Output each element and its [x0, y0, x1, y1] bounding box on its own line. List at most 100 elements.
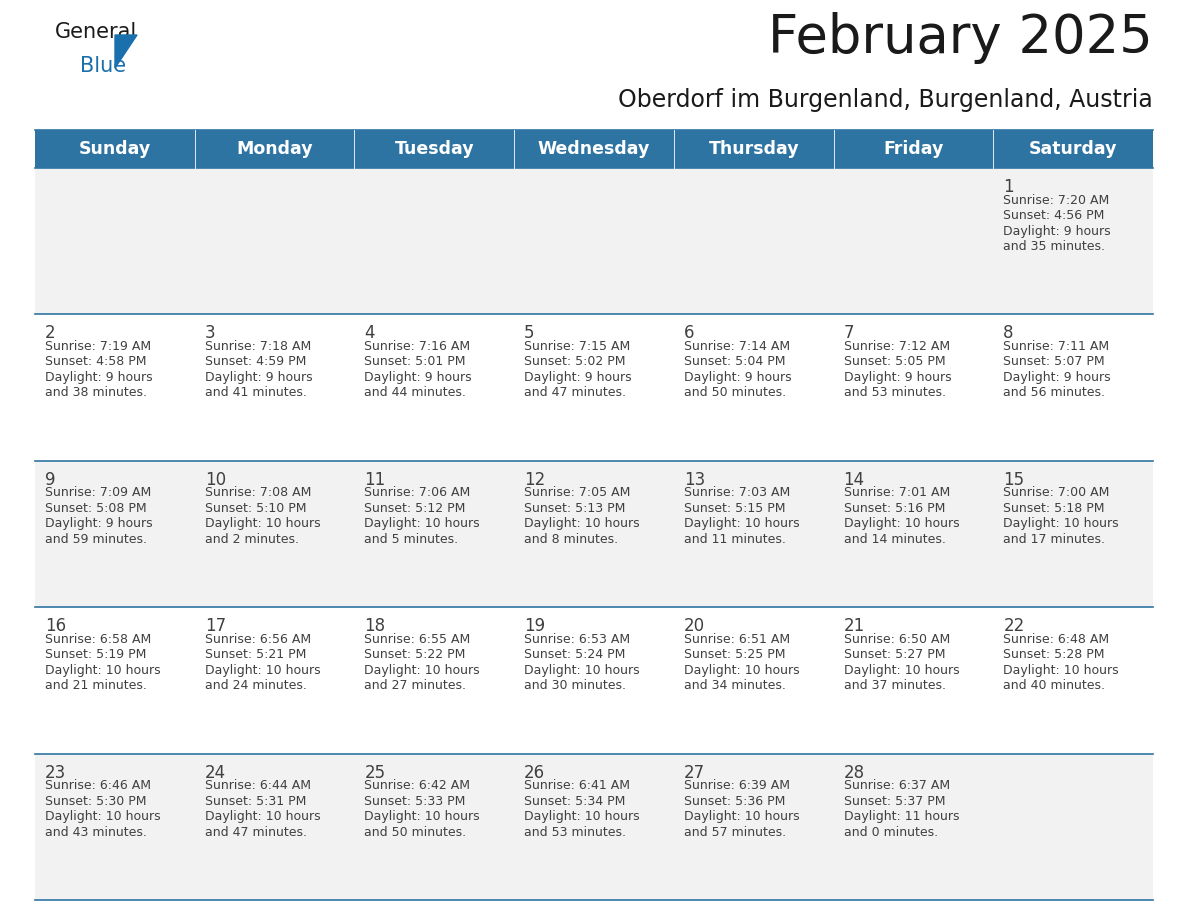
- Text: Sunset: 5:08 PM: Sunset: 5:08 PM: [45, 502, 146, 515]
- Text: and 0 minutes.: and 0 minutes.: [843, 825, 937, 839]
- Text: and 11 minutes.: and 11 minutes.: [684, 532, 785, 546]
- Text: Daylight: 11 hours: Daylight: 11 hours: [843, 810, 959, 823]
- Text: 25: 25: [365, 764, 386, 781]
- Text: 20: 20: [684, 617, 704, 635]
- Text: Sunrise: 6:55 AM: Sunrise: 6:55 AM: [365, 633, 470, 645]
- Text: Sunday: Sunday: [78, 140, 151, 158]
- Text: Daylight: 10 hours: Daylight: 10 hours: [843, 664, 959, 677]
- Text: Daylight: 10 hours: Daylight: 10 hours: [524, 810, 640, 823]
- Text: and 17 minutes.: and 17 minutes.: [1004, 532, 1105, 546]
- Text: 17: 17: [204, 617, 226, 635]
- Text: and 5 minutes.: and 5 minutes.: [365, 532, 459, 546]
- Text: Sunset: 5:15 PM: Sunset: 5:15 PM: [684, 502, 785, 515]
- Bar: [34, 314, 1154, 461]
- Text: Tuesday: Tuesday: [394, 140, 474, 158]
- Bar: [34, 461, 1154, 607]
- Text: 13: 13: [684, 471, 706, 488]
- Text: Sunrise: 6:46 AM: Sunrise: 6:46 AM: [45, 779, 151, 792]
- Text: Sunset: 5:07 PM: Sunset: 5:07 PM: [1004, 355, 1105, 368]
- Text: and 44 minutes.: and 44 minutes.: [365, 386, 467, 399]
- Text: and 40 minutes.: and 40 minutes.: [1004, 679, 1105, 692]
- Text: Sunrise: 7:01 AM: Sunrise: 7:01 AM: [843, 487, 950, 499]
- Text: and 59 minutes.: and 59 minutes.: [45, 532, 147, 546]
- Text: and 8 minutes.: and 8 minutes.: [524, 532, 618, 546]
- Text: Saturday: Saturday: [1029, 140, 1118, 158]
- Text: Daylight: 9 hours: Daylight: 9 hours: [843, 371, 952, 384]
- Text: 11: 11: [365, 471, 386, 488]
- Text: and 27 minutes.: and 27 minutes.: [365, 679, 467, 692]
- Text: Daylight: 9 hours: Daylight: 9 hours: [45, 518, 152, 531]
- Text: Sunrise: 7:18 AM: Sunrise: 7:18 AM: [204, 340, 311, 353]
- Text: 26: 26: [524, 764, 545, 781]
- Text: and 56 minutes.: and 56 minutes.: [1004, 386, 1105, 399]
- Text: Daylight: 10 hours: Daylight: 10 hours: [843, 518, 959, 531]
- Text: Sunrise: 7:16 AM: Sunrise: 7:16 AM: [365, 340, 470, 353]
- Text: Sunset: 5:16 PM: Sunset: 5:16 PM: [843, 502, 944, 515]
- Text: Daylight: 10 hours: Daylight: 10 hours: [1004, 518, 1119, 531]
- Text: and 34 minutes.: and 34 minutes.: [684, 679, 785, 692]
- Text: General: General: [55, 22, 138, 42]
- Text: Daylight: 10 hours: Daylight: 10 hours: [1004, 664, 1119, 677]
- Text: Daylight: 9 hours: Daylight: 9 hours: [524, 371, 632, 384]
- Text: Thursday: Thursday: [708, 140, 800, 158]
- Text: Sunrise: 6:37 AM: Sunrise: 6:37 AM: [843, 779, 949, 792]
- Text: Sunrise: 7:15 AM: Sunrise: 7:15 AM: [524, 340, 631, 353]
- Text: Sunrise: 7:14 AM: Sunrise: 7:14 AM: [684, 340, 790, 353]
- Text: Daylight: 9 hours: Daylight: 9 hours: [1004, 371, 1111, 384]
- Text: Sunrise: 6:41 AM: Sunrise: 6:41 AM: [524, 779, 630, 792]
- Bar: [34, 130, 1154, 168]
- Text: Sunrise: 7:20 AM: Sunrise: 7:20 AM: [1004, 194, 1110, 207]
- Text: Sunrise: 7:11 AM: Sunrise: 7:11 AM: [1004, 340, 1110, 353]
- Text: Sunset: 5:28 PM: Sunset: 5:28 PM: [1004, 648, 1105, 661]
- Text: and 41 minutes.: and 41 minutes.: [204, 386, 307, 399]
- Text: Daylight: 10 hours: Daylight: 10 hours: [524, 664, 640, 677]
- Text: and 47 minutes.: and 47 minutes.: [204, 825, 307, 839]
- Text: Daylight: 10 hours: Daylight: 10 hours: [365, 810, 480, 823]
- Text: Daylight: 10 hours: Daylight: 10 hours: [684, 664, 800, 677]
- Text: Sunrise: 6:39 AM: Sunrise: 6:39 AM: [684, 779, 790, 792]
- Text: Sunrise: 6:42 AM: Sunrise: 6:42 AM: [365, 779, 470, 792]
- Text: Sunset: 5:33 PM: Sunset: 5:33 PM: [365, 795, 466, 808]
- Bar: [34, 168, 1154, 314]
- Text: Sunrise: 6:50 AM: Sunrise: 6:50 AM: [843, 633, 950, 645]
- Text: Sunset: 5:24 PM: Sunset: 5:24 PM: [524, 648, 626, 661]
- Text: 21: 21: [843, 617, 865, 635]
- Text: Daylight: 10 hours: Daylight: 10 hours: [365, 664, 480, 677]
- Text: Monday: Monday: [236, 140, 312, 158]
- Text: Daylight: 9 hours: Daylight: 9 hours: [684, 371, 791, 384]
- Text: Sunrise: 7:19 AM: Sunrise: 7:19 AM: [45, 340, 151, 353]
- Text: Sunset: 5:18 PM: Sunset: 5:18 PM: [1004, 502, 1105, 515]
- Text: Friday: Friday: [883, 140, 943, 158]
- Text: 16: 16: [45, 617, 67, 635]
- Text: Sunset: 5:34 PM: Sunset: 5:34 PM: [524, 795, 626, 808]
- Text: Daylight: 10 hours: Daylight: 10 hours: [204, 810, 321, 823]
- Text: and 2 minutes.: and 2 minutes.: [204, 532, 298, 546]
- Text: Daylight: 9 hours: Daylight: 9 hours: [365, 371, 472, 384]
- Text: Sunset: 5:25 PM: Sunset: 5:25 PM: [684, 648, 785, 661]
- Text: 23: 23: [45, 764, 67, 781]
- Text: and 50 minutes.: and 50 minutes.: [365, 825, 467, 839]
- Text: 7: 7: [843, 324, 854, 342]
- Text: Daylight: 10 hours: Daylight: 10 hours: [684, 810, 800, 823]
- Text: Sunset: 5:02 PM: Sunset: 5:02 PM: [524, 355, 626, 368]
- Text: Daylight: 10 hours: Daylight: 10 hours: [524, 518, 640, 531]
- Text: Daylight: 10 hours: Daylight: 10 hours: [204, 664, 321, 677]
- Text: Daylight: 10 hours: Daylight: 10 hours: [45, 664, 160, 677]
- Text: Sunset: 5:04 PM: Sunset: 5:04 PM: [684, 355, 785, 368]
- Bar: [34, 607, 1154, 754]
- Text: and 38 minutes.: and 38 minutes.: [45, 386, 147, 399]
- Text: 1: 1: [1004, 178, 1013, 196]
- Text: Sunset: 5:36 PM: Sunset: 5:36 PM: [684, 795, 785, 808]
- Text: Sunrise: 6:48 AM: Sunrise: 6:48 AM: [1004, 633, 1110, 645]
- Bar: [34, 754, 1154, 900]
- Text: 27: 27: [684, 764, 704, 781]
- Text: Oberdorf im Burgenland, Burgenland, Austria: Oberdorf im Burgenland, Burgenland, Aust…: [618, 88, 1154, 112]
- Text: 22: 22: [1004, 617, 1024, 635]
- Text: and 50 minutes.: and 50 minutes.: [684, 386, 786, 399]
- Text: Sunset: 5:10 PM: Sunset: 5:10 PM: [204, 502, 307, 515]
- Text: Sunrise: 6:51 AM: Sunrise: 6:51 AM: [684, 633, 790, 645]
- Text: Sunset: 5:01 PM: Sunset: 5:01 PM: [365, 355, 466, 368]
- Text: and 53 minutes.: and 53 minutes.: [524, 825, 626, 839]
- Text: and 53 minutes.: and 53 minutes.: [843, 386, 946, 399]
- Text: Sunrise: 7:08 AM: Sunrise: 7:08 AM: [204, 487, 311, 499]
